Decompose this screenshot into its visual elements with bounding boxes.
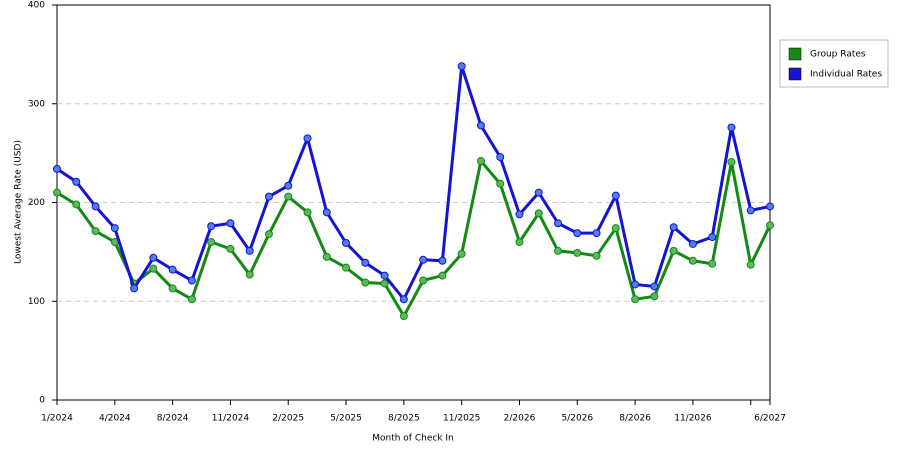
data-point [611, 224, 620, 233]
data-point [515, 210, 524, 219]
data-point [766, 221, 774, 230]
data-point [361, 278, 370, 287]
x-tick-label: 6/2027 [754, 414, 786, 424]
legend-swatch [788, 67, 802, 81]
data-point [746, 206, 755, 215]
data-point [573, 229, 582, 238]
data-point [438, 256, 447, 265]
data-point [611, 191, 620, 200]
data-point [168, 284, 177, 293]
data-point [53, 164, 61, 173]
y-tick-label: 100 [28, 297, 45, 307]
data-point [207, 222, 216, 231]
x-tick-label: 5/2026 [561, 414, 593, 424]
data-point [264, 192, 273, 201]
data-point [207, 238, 216, 246]
data-point [226, 219, 235, 228]
data-point [149, 264, 158, 273]
data-point [322, 208, 331, 217]
data-point [91, 202, 100, 211]
data-point [419, 276, 428, 285]
data-point [708, 259, 717, 268]
data-point [342, 263, 351, 272]
data-point [457, 249, 466, 258]
data-point [688, 256, 697, 265]
data-point [727, 158, 736, 167]
data-point [149, 253, 158, 262]
x-tick-label: 2/2026 [504, 414, 536, 424]
x-tick-label: 8/2024 [157, 414, 189, 424]
data-point [746, 260, 755, 269]
data-point [303, 208, 312, 217]
data-point [708, 233, 717, 242]
data-point [72, 200, 81, 209]
data-point [515, 238, 524, 246]
data-point [766, 202, 774, 211]
x-tick-label: 8/2025 [388, 414, 420, 424]
data-point [284, 192, 293, 201]
x-tick-label: 8/2026 [619, 414, 651, 424]
data-point [342, 238, 351, 247]
legend-swatch [788, 47, 802, 61]
data-point [496, 179, 505, 188]
y-axis-label: Lowest Average Rate (USD) [14, 140, 24, 264]
data-point [303, 134, 312, 143]
x-tick-label: 4/2024 [99, 414, 131, 424]
x-tick-label: 11/2024 [212, 414, 250, 424]
data-point [573, 248, 582, 257]
x-tick-label: 2/2025 [272, 414, 304, 424]
legend-label: Individual Rates [810, 70, 882, 80]
data-point [264, 230, 273, 239]
y-tick-label: 400 [28, 1, 45, 11]
data-point [631, 280, 640, 289]
data-point [187, 276, 196, 285]
data-point [322, 252, 331, 261]
data-point [361, 258, 370, 267]
data-point [380, 279, 389, 288]
data-point [534, 209, 543, 218]
data-point [592, 251, 601, 260]
legend-label: Group Rates [810, 50, 866, 60]
data-point [284, 181, 293, 190]
data-point [91, 227, 100, 236]
data-point [438, 271, 447, 280]
data-point [688, 239, 697, 248]
data-point [534, 188, 543, 197]
data-point [110, 224, 119, 233]
data-point [727, 123, 736, 132]
data-point [419, 255, 428, 264]
data-point [631, 295, 640, 304]
data-point [245, 246, 254, 255]
data-point [554, 246, 563, 255]
data-point [245, 270, 254, 279]
data-point [496, 153, 505, 162]
data-point [53, 188, 61, 197]
y-tick-label: 300 [28, 99, 45, 109]
data-point [226, 244, 235, 253]
data-point [130, 284, 139, 293]
data-point [399, 295, 408, 304]
y-tick-label: 200 [28, 198, 45, 208]
data-point [592, 229, 601, 238]
data-point [669, 223, 678, 232]
x-tick-label: 11/2026 [674, 414, 712, 424]
data-point [476, 157, 485, 166]
data-point [399, 312, 408, 321]
data-point [72, 177, 81, 186]
y-tick-label: 0 [39, 396, 45, 406]
data-point [650, 292, 659, 301]
data-point [669, 246, 678, 255]
data-point [457, 62, 466, 71]
x-tick-label: 1/2024 [41, 414, 73, 424]
data-point [476, 121, 485, 130]
data-point [380, 271, 389, 280]
x-tick-label: 11/2025 [443, 414, 480, 424]
data-point [554, 219, 563, 228]
x-axis-label: Month of Check In [372, 434, 454, 444]
data-point [187, 295, 196, 304]
x-tick-label: 5/2025 [330, 414, 362, 424]
data-point [650, 282, 659, 291]
data-point [168, 265, 177, 274]
